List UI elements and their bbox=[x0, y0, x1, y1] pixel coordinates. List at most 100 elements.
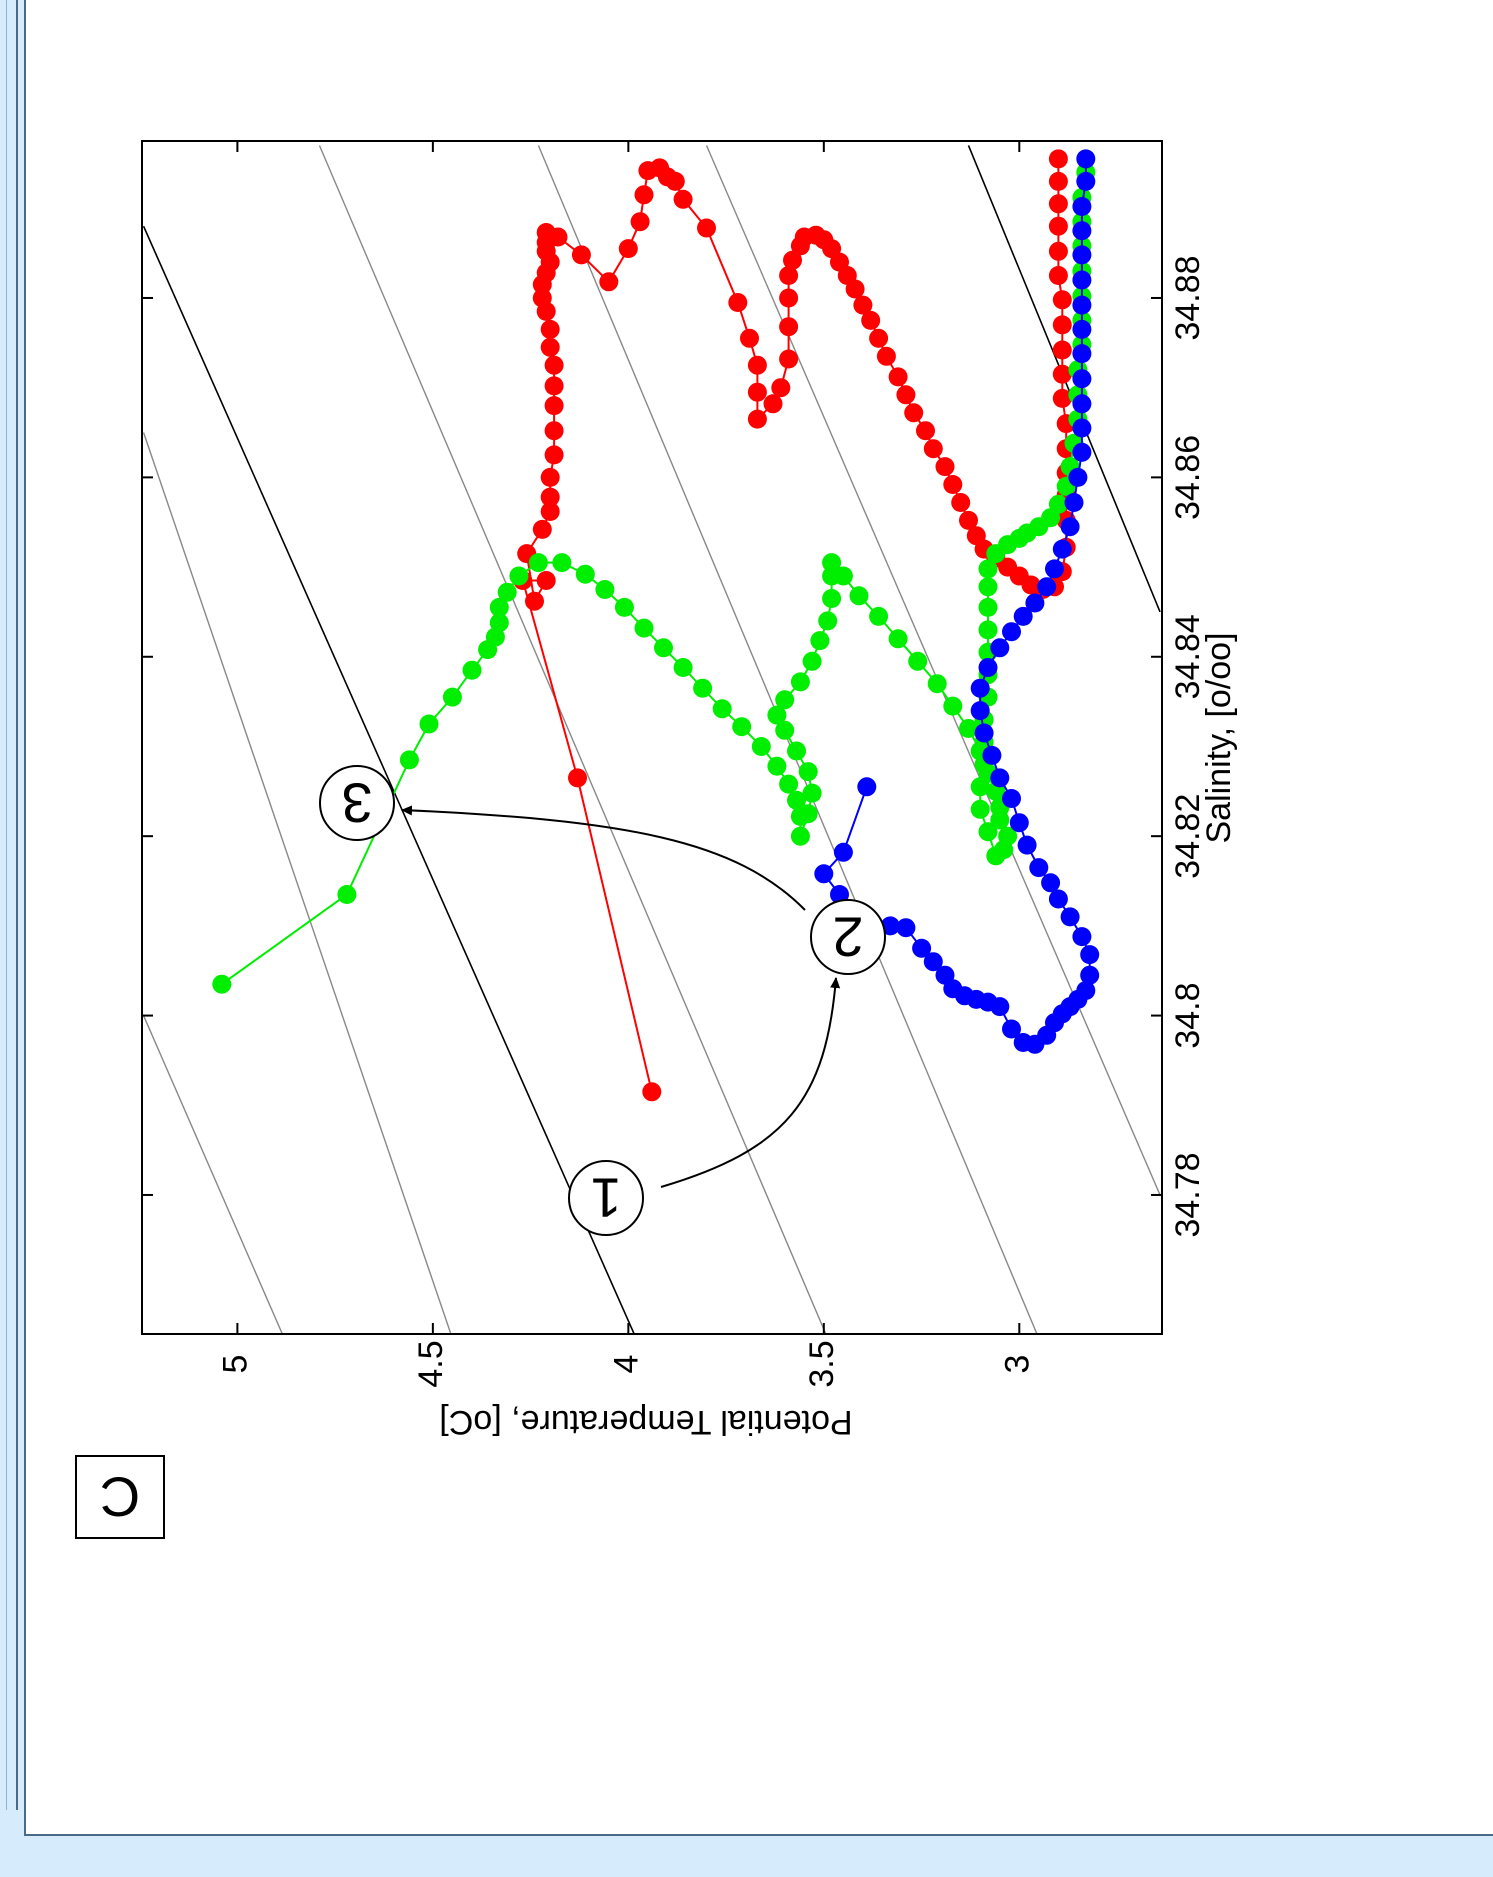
series-red-point-11 bbox=[544, 445, 564, 465]
series-blue-point-8 bbox=[896, 918, 916, 938]
series-green-point-43 bbox=[822, 553, 842, 573]
series-green-point-23 bbox=[732, 717, 752, 737]
series-green-point-14 bbox=[552, 553, 572, 573]
series-green-point-32 bbox=[798, 762, 818, 782]
series-green-point-2 bbox=[337, 885, 357, 904]
left-border-strip bbox=[0, 0, 24, 1877]
axis-ticks: 34.78 34.8 34.82 34.84 34.86 34.88 3 3.5 4 4.5 5 bbox=[142, 141, 1207, 1388]
series-red-point-35 bbox=[665, 171, 685, 191]
series-green-point-30 bbox=[798, 804, 818, 824]
series-red-point-67 bbox=[935, 457, 955, 477]
x-tick-label-4: 34.84 bbox=[1169, 614, 1207, 699]
series-blue-point-51 bbox=[1068, 467, 1088, 487]
series-red-point-95 bbox=[1048, 171, 1068, 191]
x-tick-label-2: 34.8 bbox=[1169, 982, 1207, 1048]
ts-diagram: 34.78 34.8 34.82 34.84 34.86 34.88 3 3.5 4 4.5 5 S… bbox=[75, 140, 1238, 1539]
series-blue-point-2 bbox=[833, 842, 853, 862]
series-red-point-46 bbox=[779, 317, 799, 337]
series-blue-point-28 bbox=[1072, 927, 1092, 947]
x-axis-label: Salinity, [o/oo] bbox=[1200, 632, 1238, 843]
series-blue-point-16 bbox=[990, 997, 1010, 1017]
series-green-point-62 bbox=[970, 777, 990, 797]
x-tick-label-3: 34.82 bbox=[1169, 794, 1207, 879]
y-tick-label-1: 3 bbox=[998, 1355, 1036, 1374]
series-green-point-49 bbox=[927, 674, 947, 694]
series-red-point-90 bbox=[1052, 290, 1072, 310]
y-tick-label-2: 3.5 bbox=[803, 1340, 841, 1387]
series-blue-point-53 bbox=[1072, 418, 1092, 438]
series-blue-point-64 bbox=[1076, 149, 1096, 169]
series-blue-point-17 bbox=[1002, 1019, 1021, 1039]
series-blue-point-31 bbox=[1041, 873, 1061, 893]
series-blue-point-1 bbox=[857, 777, 877, 797]
isopycnal-line-1 bbox=[142, 1015, 284, 1334]
series-red-point-69 bbox=[951, 493, 971, 512]
annotation-3-label: 3 bbox=[341, 772, 372, 835]
series-green-point-6 bbox=[462, 660, 482, 680]
series-green-point-4 bbox=[419, 714, 439, 734]
series-blue-point-41 bbox=[978, 658, 998, 677]
series-green-point-59 bbox=[986, 846, 1006, 866]
series-green-point-40 bbox=[818, 611, 838, 631]
series-red-point-1 bbox=[642, 1082, 662, 1102]
series-red-point-15 bbox=[544, 355, 564, 375]
plot-frame bbox=[141, 140, 1163, 1335]
series-green-point-71 bbox=[978, 577, 998, 597]
series-green-point-22 bbox=[712, 699, 732, 719]
series-red-point-43 bbox=[763, 394, 783, 414]
series-blue-point-30 bbox=[1048, 889, 1068, 909]
series-blue-point-7 bbox=[880, 916, 900, 936]
series-blue-point-56 bbox=[1072, 344, 1092, 364]
series-blue-point-60 bbox=[1072, 245, 1092, 265]
x-tick-label-1: 34.78 bbox=[1169, 1152, 1207, 1237]
isopycnal-line-4 bbox=[318, 145, 827, 1334]
series-red-point-30 bbox=[630, 212, 650, 232]
arrow-1-to-2 bbox=[660, 977, 841, 1188]
series-red-point-41 bbox=[747, 382, 767, 402]
isopycnal-line-6 bbox=[705, 145, 1161, 1196]
series-green-point-15 bbox=[575, 564, 595, 584]
annotation-arrows bbox=[401, 805, 841, 1188]
series-green bbox=[212, 162, 1096, 994]
series-blue-point-25 bbox=[1076, 981, 1096, 1000]
series-red-point-28 bbox=[599, 272, 619, 292]
series-red-point-88 bbox=[1052, 340, 1072, 360]
series-red-point-12 bbox=[544, 421, 564, 441]
figure-panel: 34.78 34.8 34.82 34.84 34.86 34.88 3 3.5 4 4.5 5 S… bbox=[24, 0, 1493, 1836]
series-red-point-27 bbox=[571, 245, 591, 265]
annotation-3: 3 bbox=[319, 765, 395, 841]
isopycnal-line-5 bbox=[537, 145, 1038, 1334]
series-red-point-36 bbox=[673, 189, 693, 209]
series-green-point-27 bbox=[787, 790, 806, 810]
series-blue-point-33 bbox=[1017, 835, 1037, 855]
series-red-point-65 bbox=[916, 421, 935, 441]
series-red-point-7 bbox=[532, 519, 552, 539]
series-blue-point-10 bbox=[923, 952, 943, 972]
series-green-point-31 bbox=[802, 783, 822, 803]
series-green-point-8 bbox=[485, 627, 505, 647]
series-red-point-10 bbox=[540, 467, 560, 487]
series-blue-point-55 bbox=[1072, 369, 1092, 389]
series-green-point-18 bbox=[634, 618, 654, 638]
y-tick-label-4: 4.5 bbox=[412, 1340, 450, 1387]
series-green-point-41 bbox=[822, 589, 842, 608]
series-blue-point-3 bbox=[814, 864, 834, 884]
data-series bbox=[212, 149, 1100, 1102]
series-red-point-96 bbox=[1048, 149, 1068, 169]
series-green-point-46 bbox=[869, 606, 889, 626]
series-red-point-57 bbox=[845, 279, 865, 299]
series-green-point-38 bbox=[802, 651, 822, 671]
series-green-line bbox=[221, 172, 1087, 986]
series-blue-point-32 bbox=[1029, 858, 1049, 878]
series-green-point-20 bbox=[673, 658, 693, 677]
series-green-point-26 bbox=[779, 774, 799, 794]
series-red-point-14 bbox=[544, 376, 564, 396]
series-blue-point-52 bbox=[1072, 442, 1092, 462]
series-green-point-45 bbox=[849, 586, 869, 606]
series-red-point-49 bbox=[783, 250, 802, 270]
series-red-point-64 bbox=[904, 403, 924, 423]
annotation-2-label: 2 bbox=[832, 906, 863, 969]
series-red-point-42 bbox=[747, 409, 767, 429]
series-red-point-63 bbox=[896, 385, 916, 405]
series-green-point-12 bbox=[509, 566, 529, 586]
